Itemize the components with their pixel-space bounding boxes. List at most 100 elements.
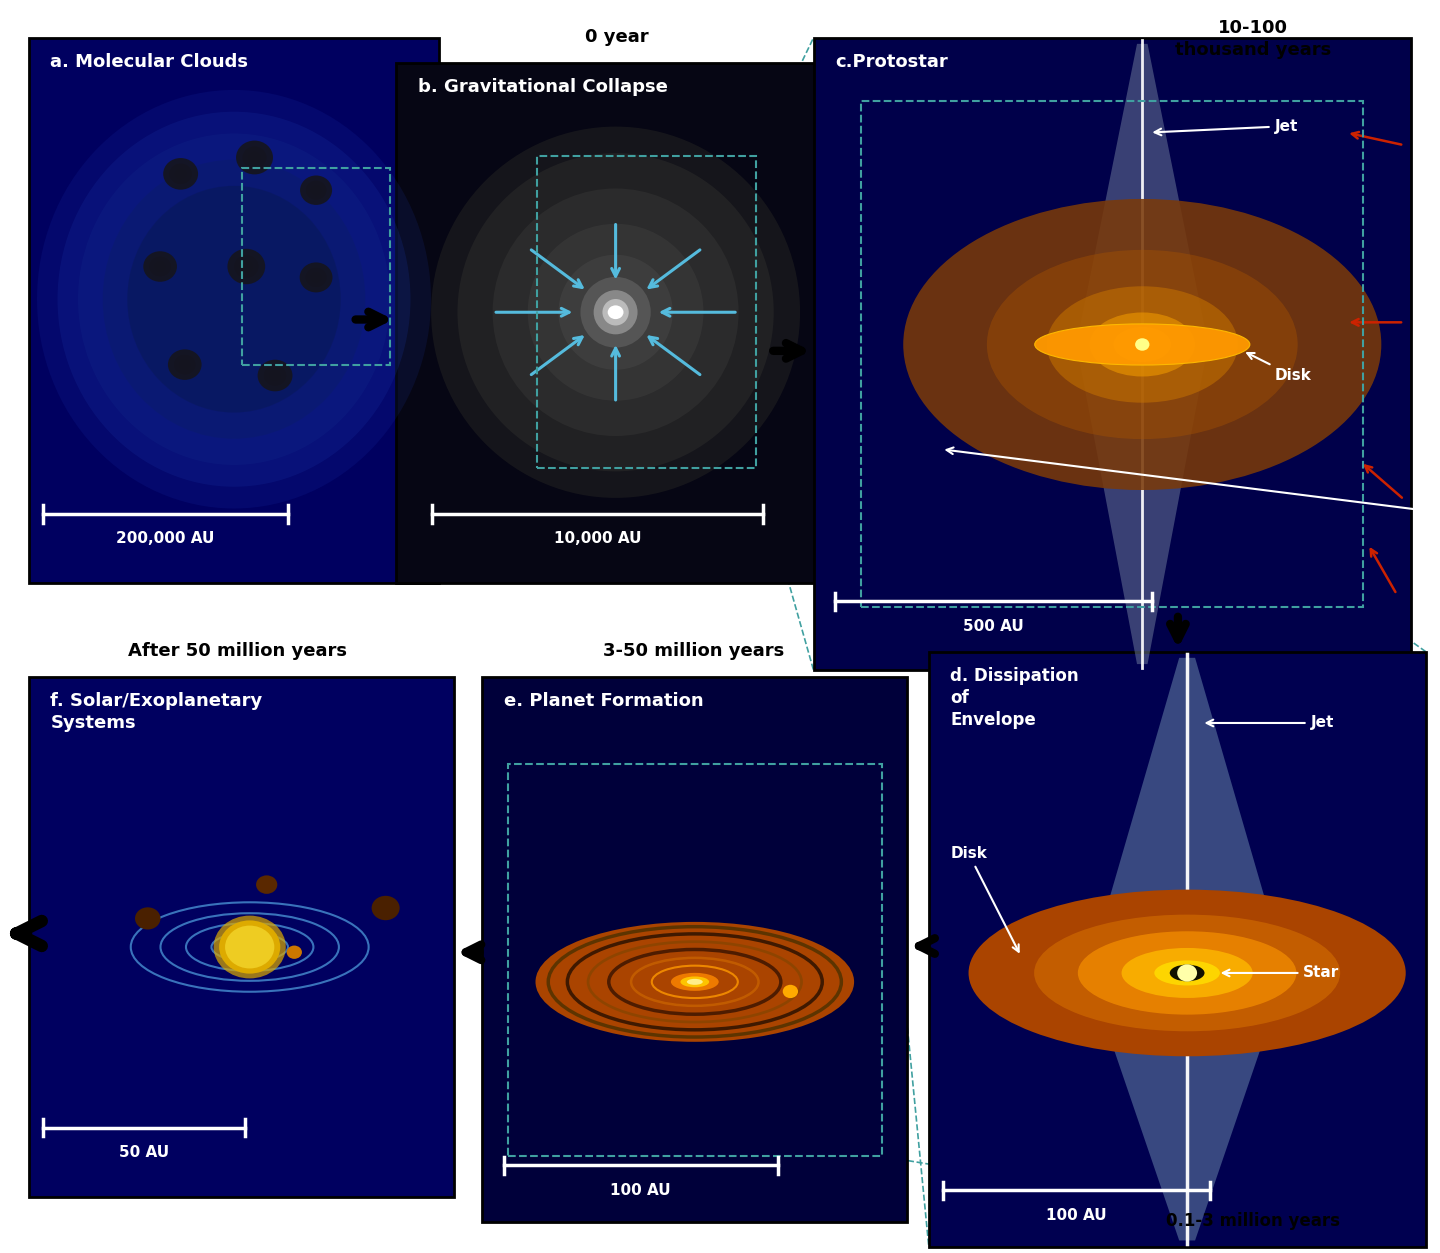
Ellipse shape (687, 979, 703, 985)
Bar (29, 677, 454, 1197)
Ellipse shape (311, 272, 321, 283)
Circle shape (287, 946, 302, 959)
Ellipse shape (144, 252, 177, 282)
Text: 200,000 AU: 200,000 AU (117, 531, 215, 546)
Ellipse shape (1035, 325, 1250, 365)
Ellipse shape (458, 153, 773, 471)
Ellipse shape (150, 257, 171, 277)
Text: b. Gravitational Collapse: b. Gravitational Collapse (418, 78, 668, 95)
Ellipse shape (37, 90, 431, 509)
Ellipse shape (242, 147, 266, 168)
Text: 3-50 million years: 3-50 million years (603, 643, 785, 660)
Ellipse shape (174, 355, 196, 375)
Ellipse shape (170, 164, 192, 184)
Ellipse shape (311, 185, 321, 195)
Text: 100 AU: 100 AU (1045, 1208, 1107, 1223)
Circle shape (1178, 965, 1197, 981)
Text: After 50 million years: After 50 million years (128, 643, 347, 660)
Ellipse shape (179, 360, 190, 370)
Circle shape (1135, 338, 1149, 351)
Circle shape (608, 306, 624, 320)
Text: 50 AU: 50 AU (120, 1145, 168, 1160)
Text: Disk: Disk (950, 847, 1018, 952)
Ellipse shape (154, 261, 166, 272)
Ellipse shape (264, 366, 287, 386)
Ellipse shape (903, 199, 1381, 490)
Circle shape (256, 876, 278, 893)
Ellipse shape (236, 140, 274, 174)
Ellipse shape (300, 175, 333, 205)
Text: 10,000 AU: 10,000 AU (554, 531, 641, 546)
Ellipse shape (58, 112, 410, 486)
Circle shape (372, 896, 400, 920)
Polygon shape (1087, 972, 1286, 1240)
Circle shape (225, 926, 275, 969)
Ellipse shape (969, 890, 1405, 1056)
Text: e. Planet Formation: e. Planet Formation (504, 692, 704, 709)
Text: 0.1-3 million years: 0.1-3 million years (1166, 1213, 1339, 1230)
Bar (482, 677, 907, 1222)
Ellipse shape (1122, 949, 1253, 997)
Ellipse shape (1090, 312, 1195, 376)
Ellipse shape (168, 350, 202, 380)
Ellipse shape (1169, 965, 1204, 981)
Ellipse shape (492, 188, 739, 436)
Ellipse shape (305, 268, 327, 287)
Ellipse shape (300, 262, 333, 292)
Ellipse shape (1155, 961, 1220, 985)
Ellipse shape (78, 134, 390, 465)
Text: 100 AU: 100 AU (611, 1183, 671, 1198)
Ellipse shape (1113, 327, 1171, 362)
Ellipse shape (248, 152, 261, 163)
Text: 500 AU: 500 AU (963, 619, 1024, 634)
Ellipse shape (174, 168, 187, 179)
Text: Star: Star (1223, 966, 1339, 980)
Text: d. Dissipation
of
Envelope: d. Dissipation of Envelope (950, 667, 1079, 729)
Polygon shape (1087, 658, 1286, 972)
Circle shape (213, 916, 285, 979)
Ellipse shape (681, 976, 708, 987)
Bar (242, 168, 390, 365)
Text: 10-100
thousand years: 10-100 thousand years (1175, 19, 1331, 59)
Ellipse shape (1077, 931, 1296, 1015)
Polygon shape (1077, 345, 1208, 664)
Ellipse shape (559, 254, 672, 370)
Text: Jet: Jet (1207, 715, 1333, 730)
Bar (929, 652, 1426, 1247)
Polygon shape (1077, 44, 1208, 345)
Ellipse shape (305, 180, 327, 199)
Ellipse shape (269, 370, 281, 381)
Ellipse shape (986, 249, 1297, 439)
Circle shape (135, 907, 160, 930)
Ellipse shape (163, 158, 199, 189)
Bar (508, 764, 881, 1157)
Ellipse shape (127, 185, 341, 412)
Text: c.Protostar: c.Protostar (835, 53, 948, 70)
Bar (29, 38, 439, 583)
Ellipse shape (235, 256, 259, 278)
Ellipse shape (602, 299, 629, 326)
Ellipse shape (239, 261, 253, 273)
Bar (537, 157, 756, 469)
Text: Envelope: Envelope (946, 447, 1440, 551)
Ellipse shape (580, 277, 651, 347)
Ellipse shape (527, 224, 704, 401)
Bar (396, 63, 835, 583)
Ellipse shape (228, 249, 265, 284)
Text: a. Molecular Clouds: a. Molecular Clouds (50, 53, 249, 70)
Bar (814, 38, 1411, 670)
Ellipse shape (431, 127, 801, 497)
Text: 0 year: 0 year (585, 29, 648, 46)
Ellipse shape (536, 922, 854, 1041)
Circle shape (219, 921, 281, 974)
Ellipse shape (102, 159, 366, 439)
Ellipse shape (671, 972, 719, 991)
Ellipse shape (593, 291, 638, 335)
Text: f. Solar/Exoplanetary
Systems: f. Solar/Exoplanetary Systems (50, 692, 262, 732)
Ellipse shape (1047, 286, 1238, 402)
Text: Jet: Jet (1155, 119, 1297, 135)
Text: Disk: Disk (1247, 353, 1312, 383)
Ellipse shape (1034, 915, 1341, 1031)
Bar (861, 100, 1364, 606)
Circle shape (783, 985, 798, 999)
